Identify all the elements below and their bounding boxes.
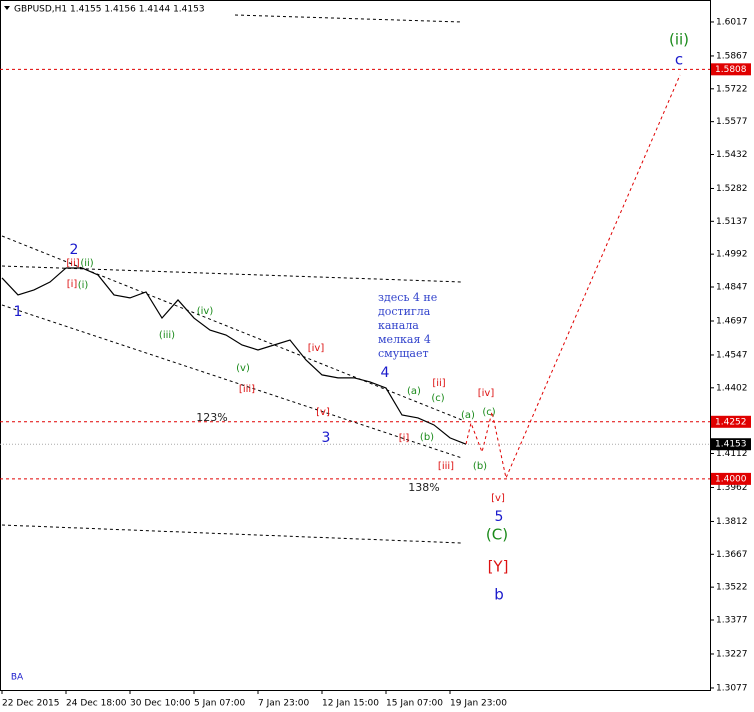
- y-tick-label: 1.6017: [716, 17, 748, 27]
- price-tag: [711, 63, 751, 76]
- wave-label: [ii]: [66, 258, 79, 269]
- wave-label: [v]: [491, 493, 505, 504]
- y-tick-label: 1.5577: [716, 117, 748, 127]
- y-tick-label: 1.3812: [716, 517, 748, 527]
- y-tick-label: 1.3227: [716, 649, 748, 659]
- wave-label: (c): [431, 393, 444, 404]
- wave-label: 5: [495, 509, 504, 525]
- wave-label: [iii]: [239, 384, 255, 395]
- channel-line: [1, 304, 463, 459]
- y-tick-label: 1.4847: [716, 283, 748, 293]
- y-tick-label: 1.4112: [716, 449, 748, 459]
- wave-label: (C): [486, 526, 508, 544]
- x-tick-label: 22 Dec 2015: [2, 699, 60, 709]
- x-tick-label: 24 Dec 18:00: [66, 699, 127, 709]
- price-line: [1, 267, 467, 445]
- y-tick-label: 1.5867: [716, 51, 748, 61]
- price-tag-label: 1.5808: [715, 65, 747, 75]
- wave-label: 3: [322, 430, 331, 446]
- wave-label: (ii): [669, 31, 689, 49]
- price-tag: [711, 472, 751, 485]
- y-tick-label: 1.5722: [716, 84, 748, 94]
- wave-label: (c): [482, 407, 495, 418]
- chart-title: GBPUSD,H1 1.4155 1.4156 1.4144 1.4153: [14, 5, 205, 15]
- wave-label: (i): [78, 280, 89, 291]
- wave-label: BA: [11, 673, 24, 683]
- wave-label: [ii]: [432, 378, 445, 389]
- plot-frame: [0, 0, 711, 691]
- price-tag-label: 1.4000: [715, 474, 747, 484]
- y-tick-label: 1.5432: [716, 150, 748, 160]
- wave-label: (iv): [197, 306, 214, 317]
- y-tick-label: 1.3077: [716, 683, 748, 693]
- wave-label: [iii]: [438, 461, 454, 472]
- y-tick-label: 1.3377: [716, 616, 748, 626]
- x-tick-label: 30 Dec 10:00: [130, 699, 191, 709]
- wave-label: (b): [473, 461, 487, 472]
- note-line: мелкая 4: [378, 333, 431, 346]
- wave-label: 2: [70, 242, 79, 258]
- note-line: смущает: [378, 347, 429, 360]
- channel-line: [1, 524, 463, 544]
- price-tag-label: 1.4252: [715, 417, 747, 427]
- note-line: достигла: [378, 305, 431, 318]
- wave-label: [iv]: [478, 388, 495, 399]
- wave-label: 138%: [408, 481, 439, 494]
- wave-label: 1: [14, 304, 23, 320]
- wave-label: [Y]: [488, 558, 509, 576]
- wave-label: (a): [407, 386, 421, 397]
- channel-lines: [1, 14, 463, 544]
- note-line: здесь 4 не: [378, 291, 437, 304]
- wave-label: (iii): [159, 330, 175, 341]
- y-tick-label: 1.3522: [716, 583, 748, 593]
- note-line: канала: [378, 319, 419, 332]
- wave-label: (b): [420, 432, 434, 443]
- y-tick-label: 1.5282: [716, 184, 748, 194]
- price-tag: [711, 415, 751, 428]
- y-tick-label: 1.3962: [716, 483, 748, 493]
- wave-label: 4: [381, 365, 390, 381]
- y-tick-label: 1.3667: [716, 550, 748, 560]
- channel-line: [1, 265, 463, 283]
- note: здесь 4 не достигла канала мелкая 4 смущает: [378, 291, 437, 360]
- channel-line: [234, 14, 463, 23]
- y-tick-label: 1.4402: [716, 383, 748, 393]
- wave-label: (a): [461, 410, 475, 421]
- price-tag-label: 1.4153: [715, 440, 747, 450]
- y-tick-label: 1.4547: [716, 350, 748, 360]
- forecast-path: [465, 74, 681, 480]
- wave-label: (ii): [80, 258, 93, 269]
- y-tick-label: 1.4992: [716, 250, 748, 260]
- x-tick-label: 5 Jan 07:00: [194, 699, 246, 709]
- wave-label: b: [494, 586, 504, 604]
- menu-arrow: [4, 6, 10, 10]
- y-tick-label: 1.5137: [716, 217, 748, 227]
- wave-label: [v]: [316, 407, 330, 418]
- channel-line: [1, 235, 463, 421]
- wave-label: [iv]: [308, 343, 325, 354]
- price-tag: [711, 438, 751, 451]
- x-tick-label: 7 Jan 23:00: [258, 699, 310, 709]
- x-tick-label: 12 Jan 15:00: [322, 699, 379, 709]
- wave-label: [i]: [67, 279, 78, 290]
- wave-label: (v): [236, 363, 250, 374]
- y-tick-label: 1.4697: [716, 316, 748, 326]
- x-tick-label: 19 Jan 23:00: [450, 699, 507, 709]
- x-tick-label: 15 Jan 07:00: [386, 699, 443, 709]
- wave-label: [i]: [399, 433, 410, 444]
- wave-label: c: [675, 51, 683, 69]
- wave-label: 123%: [196, 411, 227, 424]
